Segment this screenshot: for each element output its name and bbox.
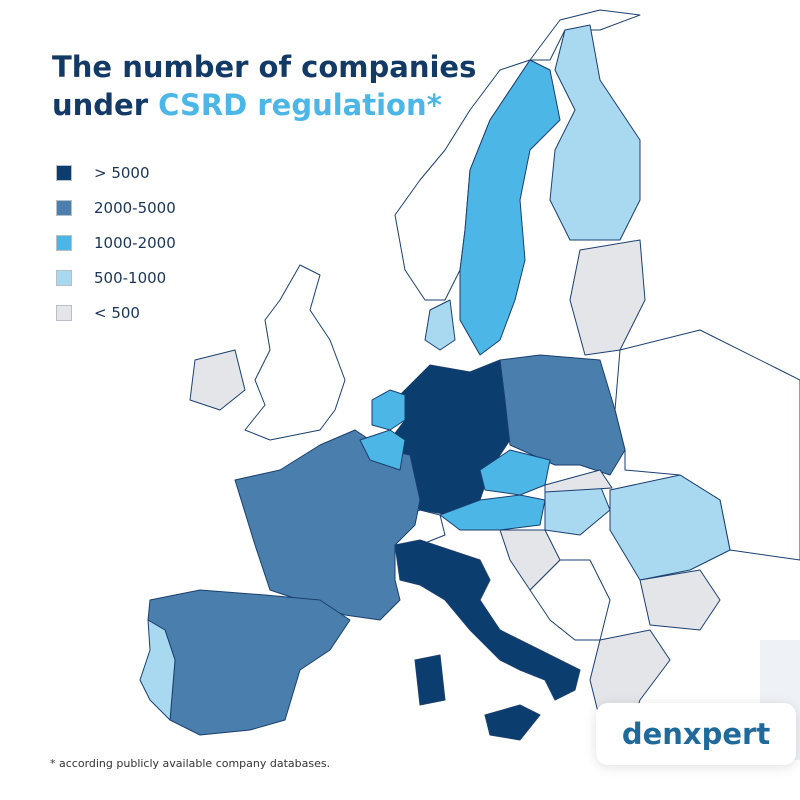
legend-swatch xyxy=(56,234,72,251)
title-text: under xyxy=(52,88,149,122)
belgium xyxy=(359,429,406,471)
footnote: * according publicly available company d… xyxy=(50,757,331,770)
legend-label: 500-1000 xyxy=(94,268,167,287)
legend-swatch xyxy=(56,199,72,216)
austria xyxy=(439,494,546,531)
title: The number of companies under CSRD regul… xyxy=(52,48,476,124)
title-line: The number of companies xyxy=(52,50,477,84)
denmark xyxy=(424,299,456,351)
slovakia xyxy=(544,469,613,493)
baltics xyxy=(569,239,646,356)
legend-item: > 5000 xyxy=(56,155,176,190)
legend-item: < 500 xyxy=(56,295,176,330)
italy xyxy=(394,539,581,701)
title-line: under CSRD regulation* xyxy=(52,86,476,124)
legend-label: 1000-2000 xyxy=(94,233,176,252)
bulgaria xyxy=(639,569,721,631)
legend-label: < 500 xyxy=(94,303,140,322)
logo: denxpert xyxy=(596,703,796,765)
legend-item: 500-1000 xyxy=(56,260,176,295)
croatia-slovenia xyxy=(499,529,561,591)
legend-label: 2000-5000 xyxy=(94,198,176,217)
legend-swatch xyxy=(56,304,72,321)
netherlands xyxy=(371,389,406,431)
legend-swatch xyxy=(56,164,72,181)
legend: > 5000 2000-5000 1000-2000 500-1000 < 500 xyxy=(56,155,176,330)
legend-label: > 5000 xyxy=(94,163,150,182)
poland xyxy=(499,354,626,476)
balkans xyxy=(529,559,611,641)
finland xyxy=(549,24,641,241)
spain xyxy=(147,589,351,736)
sardinia xyxy=(414,654,446,706)
legend-item: 1000-2000 xyxy=(56,225,176,260)
ireland xyxy=(189,349,246,411)
romania xyxy=(609,474,731,581)
sweden xyxy=(459,59,561,356)
uk xyxy=(244,264,346,441)
hungary xyxy=(544,484,611,536)
title-highlight: CSRD regulation* xyxy=(158,88,442,122)
legend-swatch xyxy=(56,269,72,286)
sicily xyxy=(484,704,541,741)
portugal xyxy=(139,619,176,721)
legend-item: 2000-5000 xyxy=(56,190,176,225)
